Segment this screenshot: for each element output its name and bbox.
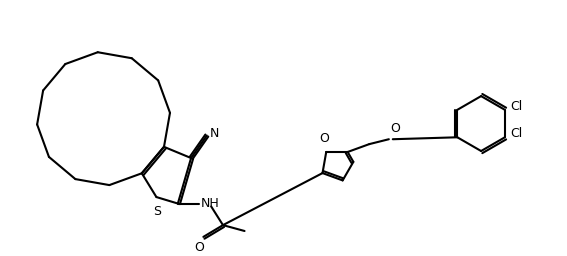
Text: O: O [319,132,329,145]
Text: Cl: Cl [510,100,522,113]
Text: O: O [194,241,204,254]
Text: NH: NH [200,197,219,210]
Text: S: S [154,205,162,218]
Text: O: O [390,122,400,135]
Text: N: N [210,127,219,140]
Text: Cl: Cl [510,127,522,140]
